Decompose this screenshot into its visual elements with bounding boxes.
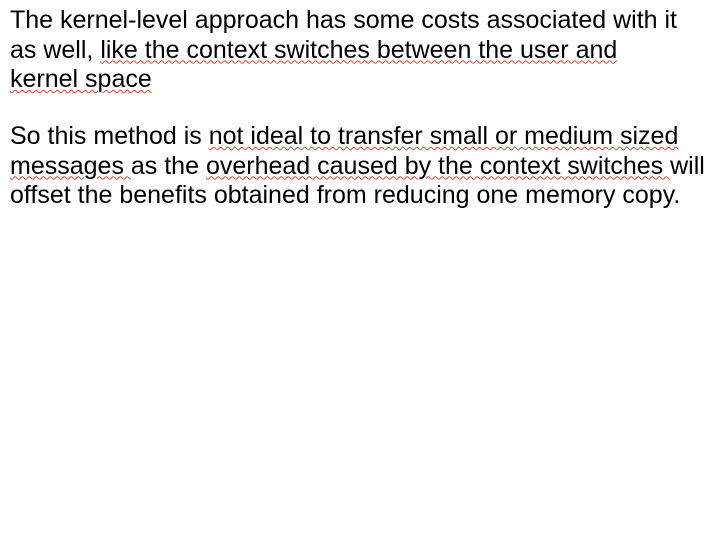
plain-text: So this method is: [10, 122, 209, 150]
underlined-text: overhead caused by the context switches: [206, 152, 670, 180]
paragraph-2: So this method is not ideal to transfer …: [10, 122, 710, 211]
paragraph-1: The kernel-level approach has some costs…: [10, 6, 710, 95]
underlined-text: like the context switches between the us…: [100, 36, 617, 64]
underlined-text: kernel space: [10, 65, 152, 93]
plain-text: as the: [131, 152, 206, 180]
slide: The kernel-level approach has some costs…: [0, 0, 720, 540]
